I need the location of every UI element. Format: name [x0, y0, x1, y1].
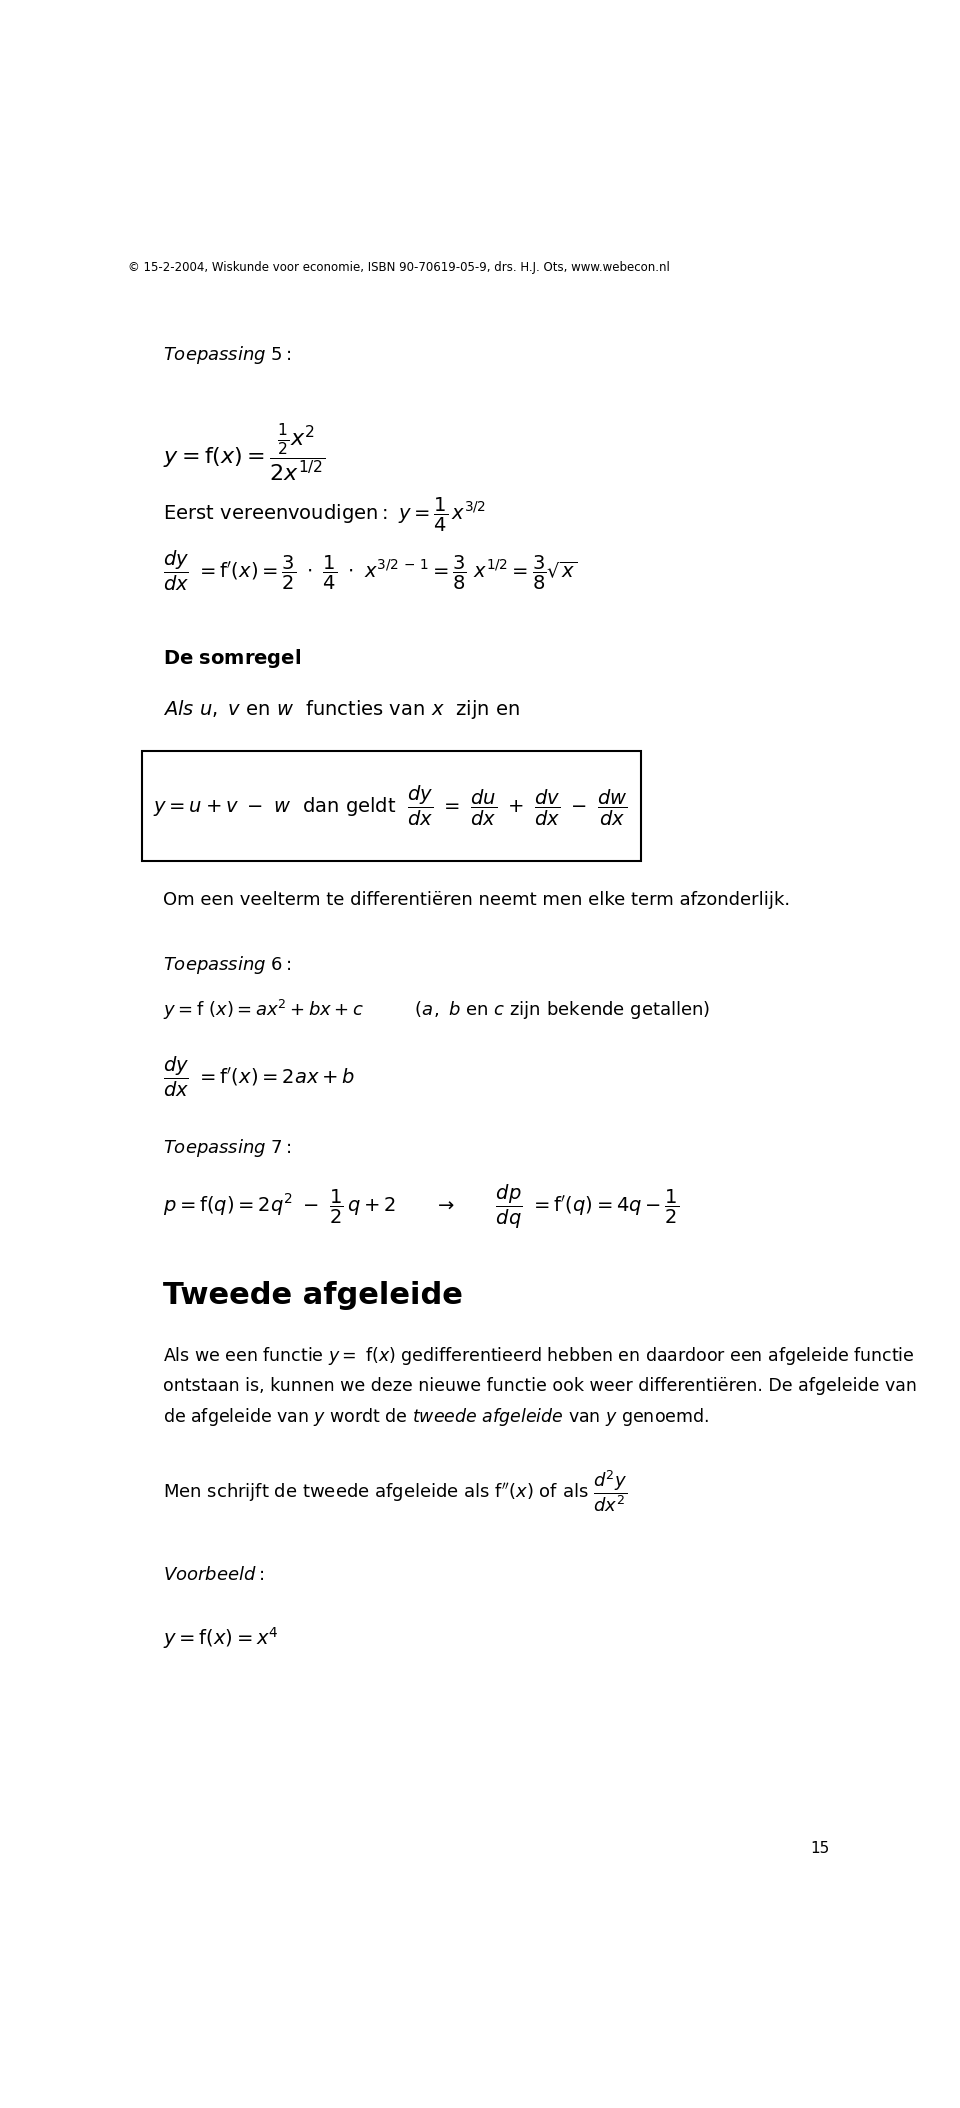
Text: Tweede afgeleide: Tweede afgeleide: [162, 1282, 463, 1309]
Text: $\mathit{Voorbeeld:}$: $\mathit{Voorbeeld:}$: [162, 1566, 264, 1583]
Text: Als we een functie $y = $ f($x)$ gedifferentieerd hebben en daardoor een afgelei: Als we een functie $y = $ f($x)$ gediffe…: [162, 1345, 917, 1427]
Text: $p = \mathrm{f}(q) = 2q^2\ -\ \dfrac{1}{2}\,q + 2\qquad\rightarrow\qquad\dfrac{d: $p = \mathrm{f}(q) = 2q^2\ -\ \dfrac{1}{…: [162, 1183, 679, 1231]
Text: 15: 15: [810, 1840, 829, 1857]
Text: $\mathit{Toepassing\ 7:}$: $\mathit{Toepassing\ 7:}$: [162, 1136, 292, 1159]
Text: $\mathbf{De\ somregel}$: $\mathbf{De\ somregel}$: [162, 647, 300, 670]
Text: $\mathrm{Eerst\ vereenvoudigen:}\ y = \dfrac{1}{4}\,x^{3/2}$: $\mathrm{Eerst\ vereenvoudigen:}\ y = \d…: [162, 495, 486, 533]
FancyBboxPatch shape: [142, 750, 641, 862]
Text: $\mathit{y = u + v}\ -\ \mathit{w}\ \ \mathrm{dan\ geldt}\ \ \dfrac{dy}{dx}\ =\ : $\mathit{y = u + v}\ -\ \mathit{w}\ \ \m…: [153, 784, 627, 828]
Text: $\dfrac{dy}{dx}\ = \mathrm{f}'(x) = 2a\mathit{x} + b$: $\dfrac{dy}{dx}\ = \mathrm{f}'(x) = 2a\m…: [162, 1056, 354, 1100]
Text: $y = \mathrm{f}(\mathit{x}) = \dfrac{\frac{1}{2}x^2}{2x^{1/2}}$: $y = \mathrm{f}(\mathit{x}) = \dfrac{\fr…: [162, 422, 324, 485]
Text: © 15-2-2004, Wiskunde voor economie, ISBN 90-70619-05-9, drs. H.J. Ots, www.webe: © 15-2-2004, Wiskunde voor economie, ISB…: [128, 261, 670, 274]
Text: $\mathit{Toepassing\ 5:}$: $\mathit{Toepassing\ 5:}$: [162, 344, 292, 367]
Text: $\mathit{Toepassing\ 6:}$: $\mathit{Toepassing\ 6:}$: [162, 953, 292, 976]
Text: Men schrijft de tweede afgeleide als $\mathrm{f}''(x)$ of als $\dfrac{d^2y}{dx^2: Men schrijft de tweede afgeleide als $\m…: [162, 1467, 627, 1514]
Text: $\mathit{Als}\ \mathit{u},\ \mathit{v}\ \mathrm{en}\ \mathit{w}\ \ \mathrm{funct: $\mathit{Als}\ \mathit{u},\ \mathit{v}\ …: [162, 698, 519, 721]
Text: $\dfrac{dy}{dx}\ = \mathrm{f}'(x) = \dfrac{3}{2}\ \cdot\ \dfrac{1}{4}\ \cdot\ x^: $\dfrac{dy}{dx}\ = \mathrm{f}'(x) = \dfr…: [162, 550, 577, 594]
Text: Om een veelterm te differentiëren neemt men elke term afzonderlijk.: Om een veelterm te differentiëren neemt …: [162, 890, 790, 909]
Text: $\mathit{y} = \mathrm{f}\ (\mathit{x}) = a\mathit{x}^2 + b\mathit{x} + c\qquad\q: $\mathit{y} = \mathrm{f}\ (\mathit{x}) =…: [162, 999, 710, 1022]
Text: $\mathit{y} = \mathrm{f}(\mathit{x}) = \mathit{x}^4$: $\mathit{y} = \mathrm{f}(\mathit{x}) = \…: [162, 1625, 278, 1651]
